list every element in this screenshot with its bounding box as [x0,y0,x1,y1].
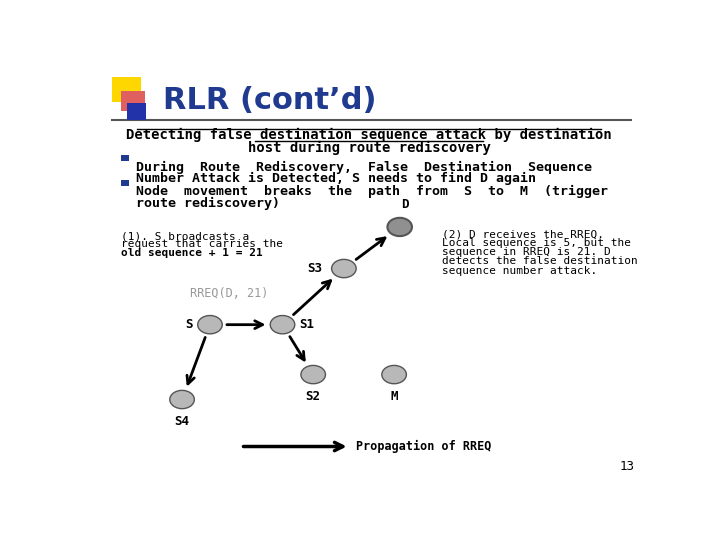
Text: request that carries the: request that carries the [121,239,283,249]
Circle shape [198,315,222,334]
Text: S2: S2 [306,390,320,403]
Text: S: S [186,318,193,331]
Text: Local sequence is 5, but the: Local sequence is 5, but the [441,238,631,248]
Text: detects the false destination: detects the false destination [441,256,637,266]
FancyBboxPatch shape [121,91,145,111]
Circle shape [332,259,356,278]
Circle shape [382,366,406,384]
Text: Node  movement  breaks  the  path  from  S  to  M  (trigger: Node movement breaks the path from S to … [136,185,608,199]
FancyBboxPatch shape [112,77,141,102]
Text: S3: S3 [307,262,323,275]
Text: 13: 13 [619,460,634,473]
Text: (1). S broadcasts a: (1). S broadcasts a [121,231,249,241]
Text: RLR (cont’d): RLR (cont’d) [163,86,376,116]
Text: sequence number attack.: sequence number attack. [441,266,597,275]
Text: host during route rediscovery: host during route rediscovery [248,140,490,154]
FancyBboxPatch shape [121,180,128,186]
Text: Number Attack is Detected, S needs to find D again: Number Attack is Detected, S needs to fi… [136,172,536,185]
Circle shape [387,218,412,236]
Text: M: M [390,390,398,403]
Circle shape [270,315,294,334]
Text: D: D [402,198,409,211]
Text: During  Route  Rediscovery,  False  Destination  Sequence: During Route Rediscovery, False Destinat… [136,160,592,173]
Text: sequence in RREQ is 21. D: sequence in RREQ is 21. D [441,247,611,258]
Text: Propagation of RREQ: Propagation of RREQ [356,440,492,453]
FancyBboxPatch shape [127,103,145,120]
Text: route rediscovery): route rediscovery) [136,197,280,210]
Text: Detecting false destination sequence attack by destination: Detecting false destination sequence att… [126,128,612,142]
Text: old sequence + 1 = 21: old sequence + 1 = 21 [121,248,262,258]
Circle shape [301,366,325,384]
Text: (2) D receives the RREQ.: (2) D receives the RREQ. [441,229,603,239]
Text: S1: S1 [300,318,314,331]
FancyBboxPatch shape [121,154,128,161]
Text: RREQ(D, 21): RREQ(D, 21) [190,287,269,300]
Text: S4: S4 [174,415,189,428]
Circle shape [170,390,194,409]
